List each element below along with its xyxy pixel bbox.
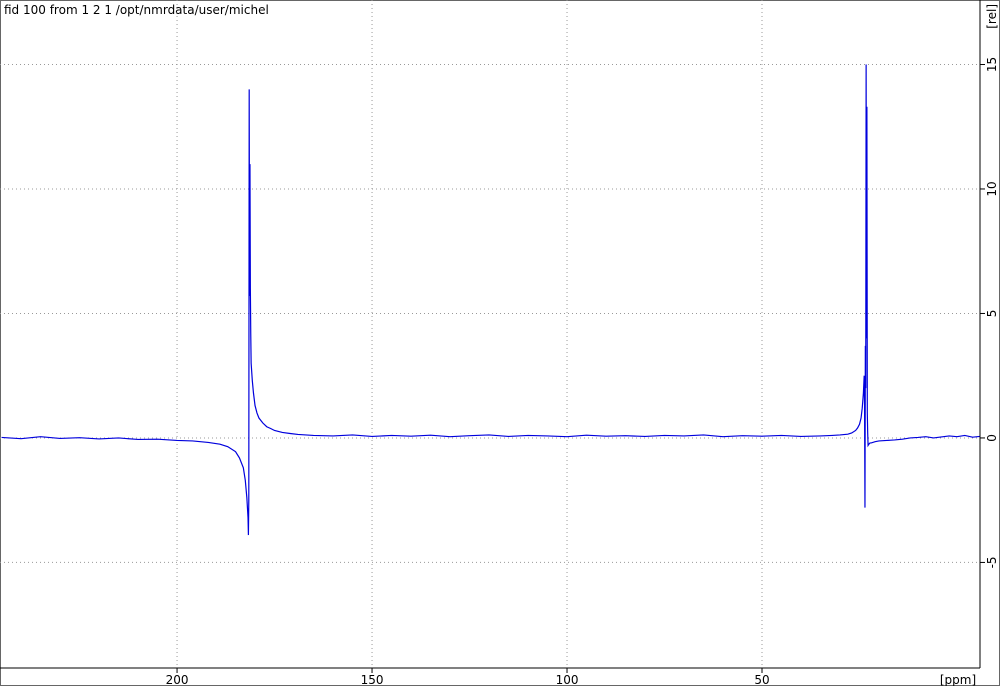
- x-tick-label: 50: [754, 673, 769, 686]
- chart-title: fid 100 from 1 2 1 /opt/nmrdata/user/mic…: [4, 3, 269, 17]
- x-tick-label: 100: [556, 673, 579, 686]
- y-tick-label: -5: [985, 556, 999, 568]
- y-tick-label: 0: [985, 434, 999, 442]
- x-tick-label: 200: [166, 673, 189, 686]
- y-tick-label: 10: [985, 181, 999, 196]
- y-tick-label: 15: [985, 57, 999, 72]
- x-tick-label: 150: [361, 673, 384, 686]
- y-axis-label: [rel]: [985, 4, 999, 29]
- spectrum-line: [1, 64, 980, 536]
- x-axis-label: [ppm]: [940, 673, 976, 686]
- y-tick-label: 5: [985, 310, 999, 318]
